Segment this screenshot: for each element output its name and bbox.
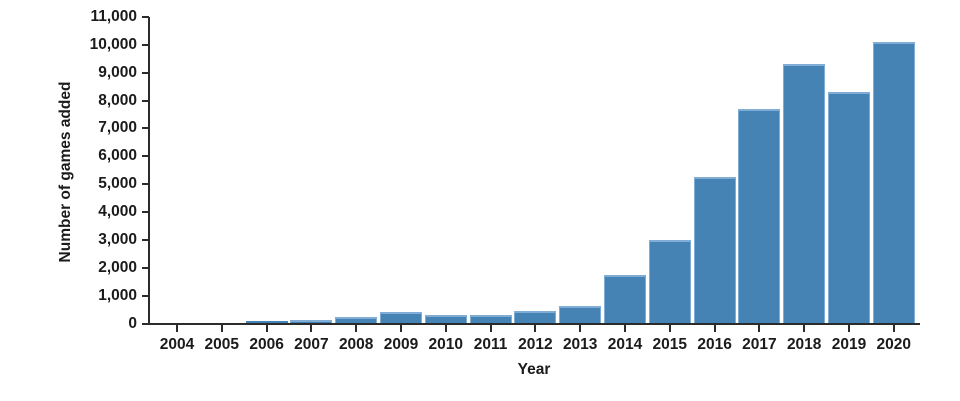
y-tick [142,238,149,241]
y-tick [142,127,149,130]
x-tick [534,325,537,332]
x-tick-label: 2008 [338,336,374,353]
x-tick [758,325,761,332]
x-tick [803,325,806,332]
bar-2012 [514,310,557,324]
x-tick [892,325,895,332]
x-tick-label: 2005 [204,336,240,353]
y-tick [142,183,149,186]
bar-2013 [559,306,602,324]
bar-2017 [738,108,781,324]
y-tick [142,322,149,325]
bar-2015 [648,239,691,324]
x-tick [310,325,313,332]
bar-2008 [335,317,378,324]
x-tick [355,325,358,332]
x-tick [713,325,716,332]
y-tick-label: 7,000 [98,119,137,137]
y-tick-label: 9,000 [98,63,137,81]
x-tick [848,325,850,332]
y-tick [142,211,149,214]
x-tick-label: 2009 [383,336,419,353]
y-tick-label: 11,000 [90,8,137,25]
bar-2019 [828,92,870,324]
x-tick-label: 2018 [786,336,822,353]
x-tick-label: 2010 [428,336,464,353]
bar-2010 [424,315,467,324]
bar-2011 [469,314,512,324]
x-tick-label: 2019 [831,336,867,353]
x-tick-label: 2006 [249,336,284,353]
x-tick [579,325,582,332]
bar-2009 [380,312,422,324]
bar-2020 [872,42,915,324]
y-tick-label: 1,000 [98,286,137,304]
y-tick-label: 4,000 [98,203,137,221]
x-tick [265,325,268,332]
x-tick [176,325,178,332]
y-tick-label: 10,000 [89,35,137,53]
y-tick [142,294,149,297]
y-axis-line [148,17,150,325]
x-tick-label: 2014 [607,336,643,353]
bar-2018 [783,64,826,324]
x-tick [220,325,223,332]
y-tick-label: 8,000 [98,91,137,109]
x-tick [400,325,402,332]
y-tick [142,266,149,269]
x-tick [444,325,447,332]
x-tick-label: 2007 [294,336,329,353]
y-axis-title: Number of games added [57,81,74,263]
x-axis-line [148,323,920,325]
y-tick [142,71,149,74]
x-tick-label: 2016 [697,336,732,353]
x-tick-label: 2020 [876,336,912,353]
bar-2016 [693,176,736,324]
x-axis-title: Year [517,361,551,378]
y-tick [142,99,149,102]
y-tick [142,16,149,18]
y-tick-label: 0 [128,314,137,332]
bar-2014 [604,274,646,324]
x-tick-label: 2015 [652,336,688,353]
x-tick [624,325,626,332]
x-tick-label: 2017 [742,336,777,353]
bar-2006 [245,320,288,324]
y-tick-label: 6,000 [98,147,137,165]
x-tick [668,325,671,332]
x-tick-label: 2011 [473,336,508,353]
x-tick-label: 2013 [562,336,598,353]
y-tick-label: 3,000 [98,230,137,248]
bar-2007 [290,319,333,324]
x-tick-label: 2004 [159,336,195,353]
y-tick [142,155,149,158]
x-tick-label: 2012 [518,336,553,353]
y-tick-label: 2,000 [98,258,137,276]
y-tick [142,43,149,46]
y-tick-label: 5,000 [98,175,137,193]
x-tick [489,325,492,332]
